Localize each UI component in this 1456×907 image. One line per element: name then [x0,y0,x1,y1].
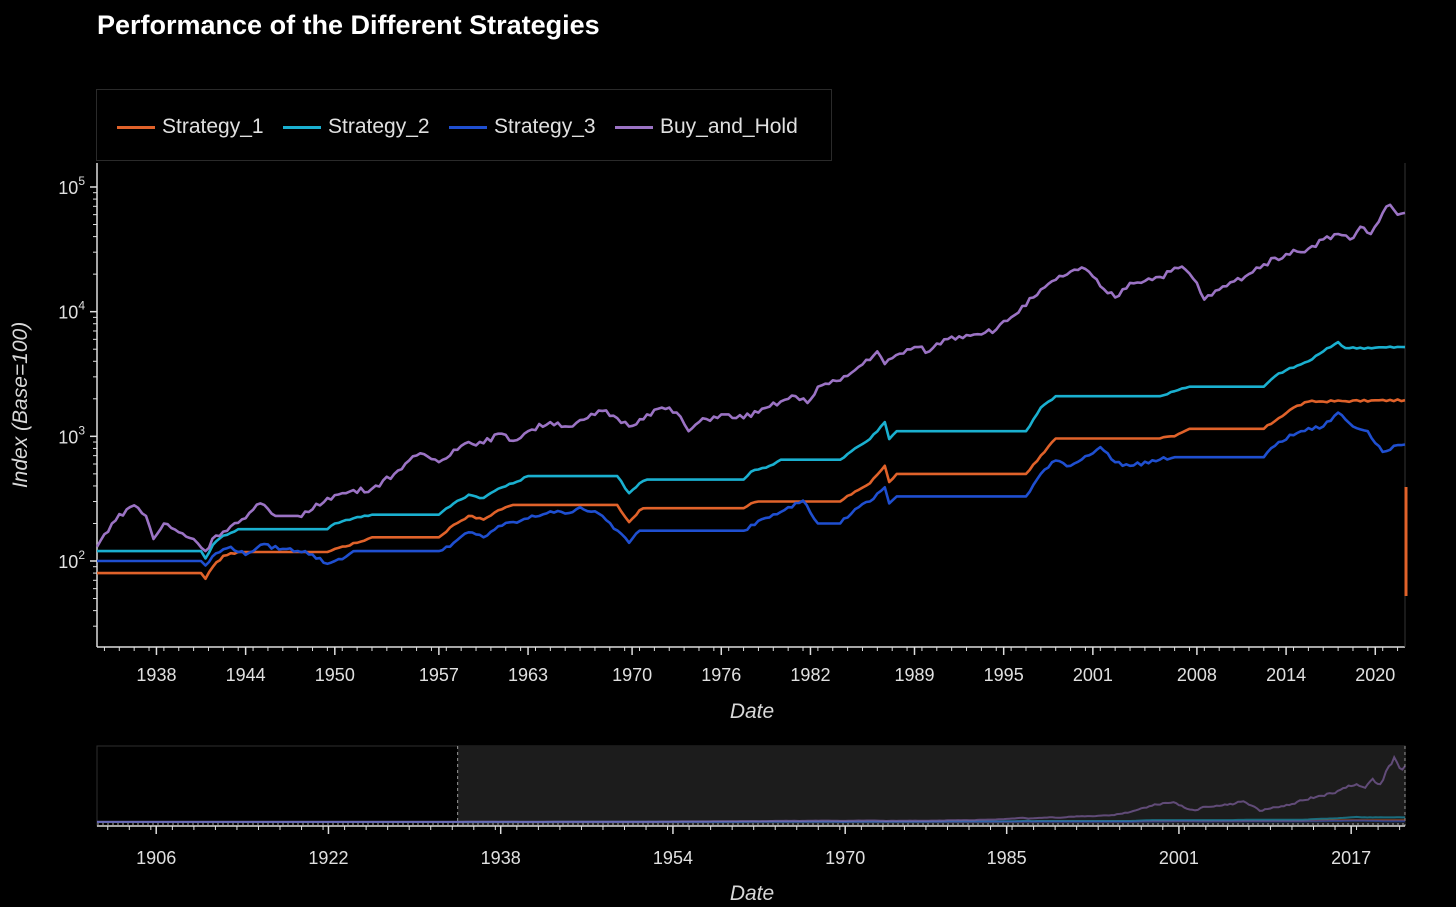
y-tick-exponent: 5 [78,174,85,188]
legend-swatch-buy-and-hold [615,125,653,129]
overview-x-tick-label: 1938 [481,848,521,868]
overview-x-tick-label: 1970 [825,848,865,868]
x-tick-label: 1963 [508,665,548,685]
y-tick-exponent: 2 [78,548,85,562]
legend-swatch-strategy-1 [117,125,155,129]
y-tick-label: 102 [58,548,85,572]
legend-item-strategy-1[interactable]: Strategy_1 [117,114,264,140]
overview-x-tick-label: 1906 [136,848,176,868]
legend-item-strategy-3[interactable]: Strategy_3 [449,114,596,140]
overview-x-tick-label: 1985 [987,848,1027,868]
x-tick-label: 1976 [701,665,741,685]
x-tick-label: 1995 [984,665,1024,685]
overview-x-axis-title: Date [730,882,774,905]
x-tick-label: 2001 [1073,665,1113,685]
overview-x-tick-label: 2001 [1159,848,1199,868]
y-tick-label: 105 [58,174,85,198]
y-tick-exponent: 3 [78,423,85,437]
x-tick-label: 2008 [1177,665,1217,685]
overview-x-tick-label: 1922 [308,848,348,868]
legend-item-buy-and-hold[interactable]: Buy_and_Hold [615,114,798,140]
x-tick-label: 2014 [1266,665,1306,685]
x-tick-label: 1944 [226,665,266,685]
y-tick-base: 10 [58,427,78,447]
overview-x-tick-label: 1954 [653,848,693,868]
range-selector-plot[interactable]: 1906 1922 1938 1954 1970 1985 2001 2017 Date [96,745,1406,905]
x-tick-label: 1989 [894,665,934,685]
series-line-strategy-1[interactable] [97,398,1406,581]
legend-swatch-strategy-3 [449,125,487,129]
y-tick-base: 10 [58,303,78,323]
y-tick-base: 10 [58,178,78,198]
series-line-strategy-2[interactable] [97,340,1406,560]
y-tick-label: 104 [58,299,85,323]
series-line-buy-and-hold[interactable] [95,203,1406,553]
legend-label-buy-and-hold: Buy_and_Hold [660,115,798,138]
x-tick-label: 1938 [136,665,176,685]
legend-item-strategy-2[interactable]: Strategy_2 [283,114,430,140]
legend-label-strategy-3: Strategy_3 [494,115,596,138]
legend-swatch-strategy-2 [283,125,321,129]
x-tick-label: 1957 [419,665,459,685]
chart-legend: Strategy_1 Strategy_2 Strategy_3 Buy_and… [96,89,832,161]
x-tick-label: 1970 [612,665,652,685]
x-tick-label: 1982 [790,665,830,685]
y-tick-label: 103 [58,423,85,447]
x-tick-label: 1950 [315,665,355,685]
overview-x-tick-label: 2017 [1331,848,1371,868]
chart-title: Performance of the Different Strategies [97,10,600,40]
x-tick-label: 2020 [1355,665,1395,685]
y-tick-base: 10 [58,552,78,572]
range-selection-window[interactable] [457,746,1405,826]
y-axis-title: Index (Base=100) [9,322,32,488]
x-axis-title: Date [730,700,774,723]
legend-label-strategy-1: Strategy_1 [162,115,264,138]
series-line-strategy-3[interactable] [97,411,1406,567]
overview-line-buy-and-hold [97,754,1406,823]
y-tick-exponent: 4 [78,299,85,313]
legend-label-strategy-2: Strategy_2 [328,115,430,138]
